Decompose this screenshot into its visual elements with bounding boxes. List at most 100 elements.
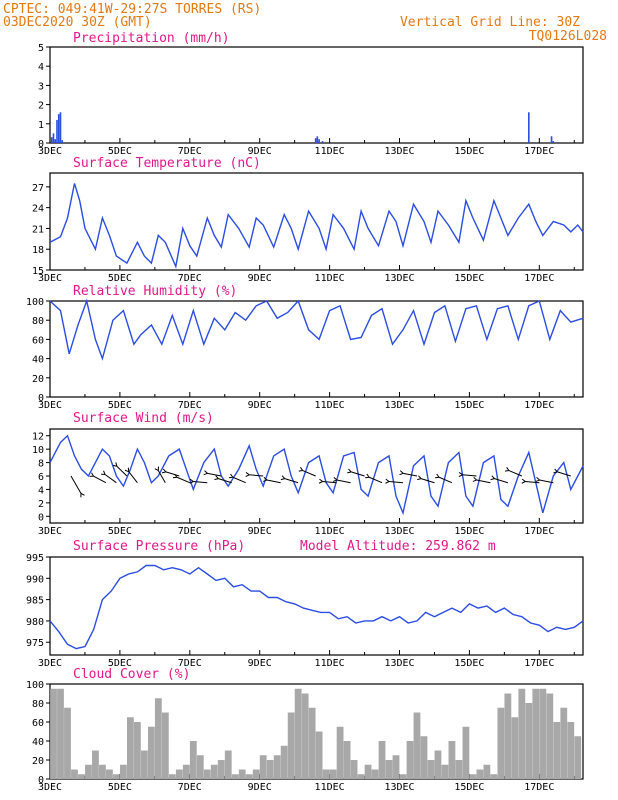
data-bar [315,731,323,779]
x-tick-label: 9DEC [248,273,272,284]
panel-title: Surface Temperature (nC) [73,156,261,171]
y-tick-label: 60 [32,335,44,346]
data-bar [455,760,463,779]
data-bar [392,755,400,779]
x-tick-label: 3DEC [38,526,62,537]
data-bar [59,112,62,143]
data-bar [553,722,561,779]
wind-vector-head [161,468,167,474]
series-line [49,434,584,516]
wind-vector-head [154,466,159,472]
wind-vector [508,470,523,477]
x-tick-label: 15DEC [454,526,484,537]
data-bar [224,750,232,779]
wind-vector [284,478,299,484]
wind-vector-head [385,478,390,484]
wind-vector-head [80,492,85,498]
x-tick-label: 3DEC [38,658,62,669]
panel-pressure: Surface Pressure (hPa) Model Altitude: 25… [26,539,584,669]
data-bar [448,741,456,779]
wind-vector [525,480,540,484]
panel-title: Surface Wind (m/s) [73,411,214,426]
wind-vector-head [472,476,477,482]
wind-vector [93,475,107,484]
x-tick-label: 3DEC [38,782,62,793]
header-grid-line: Vertical Grid Line: 30Z [400,15,580,30]
data-bar [85,764,92,779]
x-tick-label: 11DEC [315,526,345,537]
y-tick-label: 20 [32,756,44,767]
data-bar [316,136,319,143]
wind-vector-head [298,466,304,472]
wind-vector [438,476,453,484]
y-tick-label: 995 [26,553,44,564]
x-tick-label: 17DEC [524,658,554,669]
data-bar [490,774,498,779]
data-bar [106,769,113,779]
panel-annotation: Model Altitude: 259.862 m [300,539,496,554]
wind-vector-head [228,473,234,479]
panel-temperature: Surface Temperature (nC) 15 18 21 24 27 3DEC 5D… [32,156,584,284]
data-bar [364,764,372,779]
x-tick-label: 5DEC [108,782,132,793]
wind-vector-head [203,470,208,476]
data-bar [550,136,553,143]
x-tick-label: 13DEC [384,273,414,284]
wind-vector-head [347,468,352,474]
x-tick-label: 5DEC [108,526,132,537]
y-tick-label: 24 [32,204,44,215]
data-bar [196,755,204,779]
x-tick-label: 15DEC [454,658,484,669]
data-bar [406,741,414,779]
data-bar [441,764,449,779]
data-bar [56,119,58,143]
data-bar [175,769,183,779]
x-tick-label: 17DEC [524,146,554,157]
panel-precipitation: Precipitation (mm/h) 0 1 2 3 4 5 3DEC 5DEC 7DEC 9D… [38,31,584,157]
x-tick-label: 15DEC [454,782,484,793]
x-tick-label: 5DEC [108,400,132,411]
x-tick-label: 9DEC [248,782,272,793]
y-tick-label: 0 [38,393,44,404]
x-tick-label: 9DEC [248,658,272,669]
panel-cloud-cover: Cloud Cover (%) 0 20 40 60 80 100 3DEC 5DEC 7DEC 9… [26,667,584,793]
x-tick-label: 7DEC [178,400,202,411]
wind-vector [70,475,82,494]
wind-vector-head [189,478,194,484]
data-bar [343,741,351,779]
data-bar [119,764,127,779]
data-bar [280,745,288,779]
data-bar [321,141,324,143]
data-bar [504,693,512,779]
y-tick-label: 3 [38,81,44,92]
wind-vector-head [245,472,250,477]
wind-vector-head [417,475,422,481]
y-tick-label: 100 [26,680,44,691]
data-bar [413,712,421,779]
x-tick-label: 17DEC [524,782,554,793]
data-bar [546,693,554,779]
x-tick-label: 17DEC [524,400,554,411]
y-tick-label: 15 [32,266,44,277]
wind-vector [368,476,383,484]
data-bar [294,688,302,779]
plot-frame [49,172,584,271]
data-bar [469,774,477,779]
data-bar [273,755,281,779]
data-bar [532,688,540,779]
data-bar [217,760,225,779]
wind-vector [266,479,281,484]
wind-vector-head [365,473,370,479]
y-tick-label: 2 [38,101,44,112]
data-bar [350,760,358,779]
panel-title: Relative Humidity (%) [73,284,237,299]
y-tick-label: 0 [38,139,44,150]
wind-vector-head [458,472,463,477]
data-bar [301,693,309,779]
wind-vector [302,470,316,477]
wind-vector [462,474,477,477]
y-tick-label: 60 [32,718,44,729]
wind-vector-head [535,476,540,482]
plot-frame [49,428,584,524]
